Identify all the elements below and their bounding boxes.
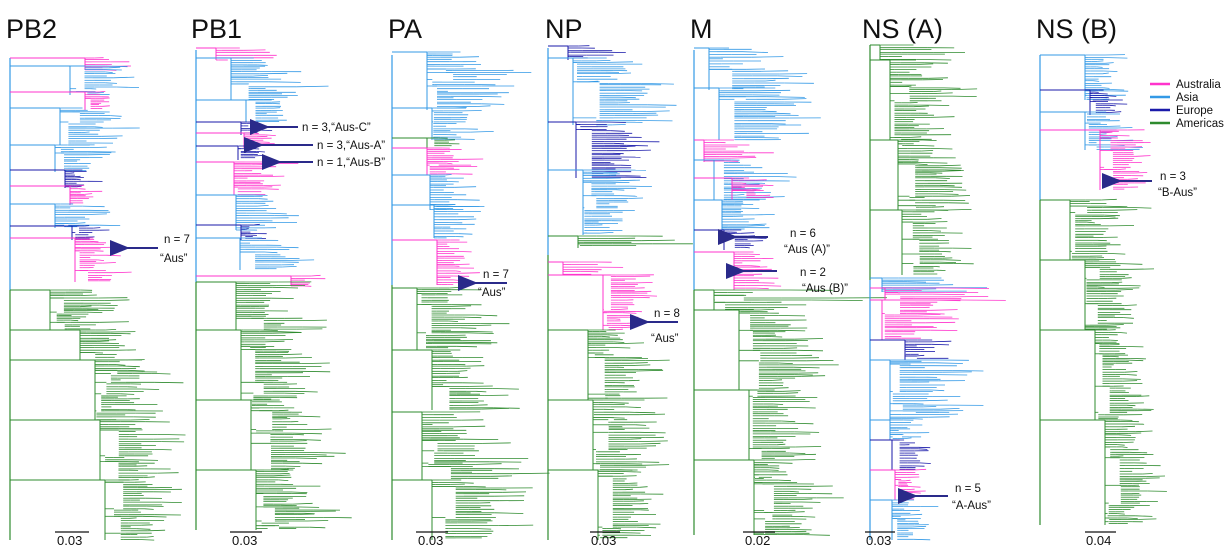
annotation-pb2-line2: “Aus” [160,253,188,265]
legend-label-americas: Americas [1176,118,1224,130]
annotation-m-a-line1: n = 6 [790,228,816,240]
annotation-pb1-aus-c: n = 3,“Aus-C” [302,122,371,134]
annotation-pb2-line1: n = 7 [164,234,190,246]
scale-label-pb1: 0.03 [232,533,257,547]
legend-label-australia: Australia [1176,79,1221,91]
panel-title-pa: PA [388,14,422,44]
tree-pb1 [196,48,352,530]
scale-label-pb2: 0.03 [57,533,82,547]
annotation-pb1-aus-a: n = 3,“Aus-A” [317,140,385,152]
annotation-nsa-line1: n = 5 [955,483,981,495]
panel-title-ns-a: NS (A) [862,14,943,44]
scale-label-ns-a: 0.03 [866,533,891,547]
annotation-nsb-line1: n = 3 [1160,171,1186,183]
panel-title-ns-b: NS (B) [1036,14,1117,44]
panel-title-pb1: PB1 [191,14,242,44]
legend-label-asia: Asia [1176,92,1199,104]
panel-title-m: M [690,14,713,44]
annotation-m-a-line2: “Aus (A)” [784,244,830,256]
tree-pb2 [10,58,186,540]
annotation-m-b-line2: “Aus (B)” [802,283,848,295]
scale-label-np: 0.03 [591,533,616,547]
annotation-m-b-line1: n = 2 [800,267,826,279]
tree-ns-a [870,45,1006,540]
annotation-pb1-aus-b: n = 1,“Aus-B” [317,157,385,169]
annotation-pa-line1: n = 7 [483,269,509,281]
scale-label-m: 0.02 [745,533,770,547]
tree-np [548,46,693,540]
scale-label-pa: 0.03 [418,533,443,547]
tree-ns-b [1040,55,1167,525]
annotation-nsb-line2: “B-Aus” [1158,187,1197,199]
annotation-nsa-line2: “A-Aus” [952,500,991,512]
panel-title-np: NP [545,14,583,44]
annotation-np-line1: n = 8 [654,308,680,320]
panel-title-pb2: PB2 [6,14,57,44]
annotation-pa-line2: “Aus” [478,287,506,299]
tree-pa [392,52,550,540]
legend: Australia Asia Europe Americas [1150,79,1224,130]
scale-label-ns-b: 0.04 [1086,533,1111,547]
tree-m [694,48,887,535]
annotation-np-line2: “Aus” [651,333,679,345]
legend-label-europe: Europe [1176,105,1213,117]
